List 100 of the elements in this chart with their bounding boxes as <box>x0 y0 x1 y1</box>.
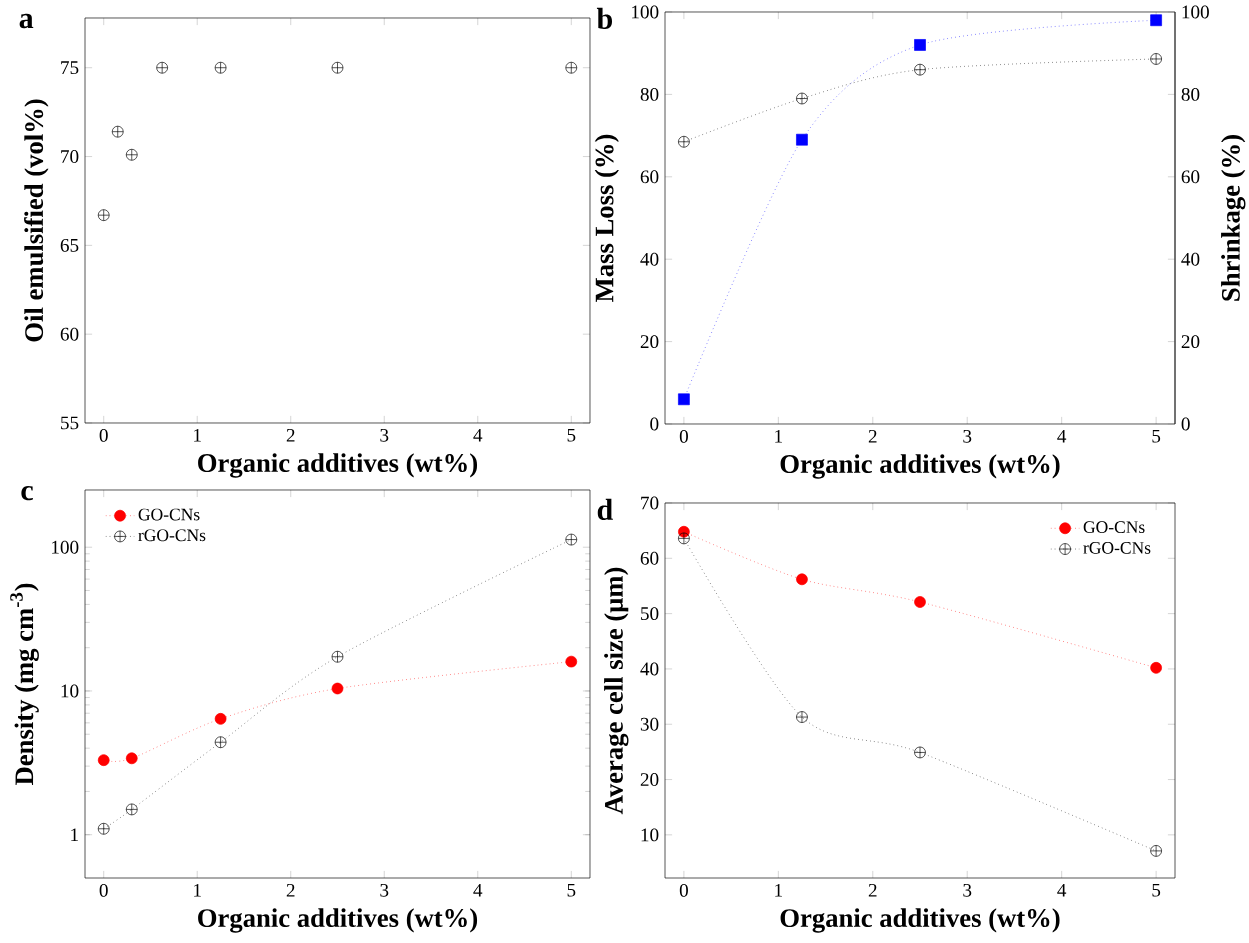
chart-title: a <box>19 13 34 29</box>
x-tick-label: 5 <box>1152 883 1161 897</box>
point <box>914 596 926 608</box>
x-tick-label: 1 <box>194 428 201 442</box>
point <box>156 61 168 74</box>
legend-label: rGO-CNs <box>1083 542 1151 554</box>
x-tick-label: 5 <box>567 883 576 897</box>
y-axis-title: Average cell size (μm) <box>604 567 629 815</box>
x-tick-label: 2 <box>286 428 295 442</box>
x-tick-label: 1 <box>194 883 201 897</box>
point <box>214 736 227 749</box>
legend-label: GO-CNs <box>138 508 200 521</box>
y-tick-label: 80 <box>640 87 659 101</box>
point <box>565 61 578 74</box>
y-tick-label: 1 <box>71 828 78 842</box>
point <box>565 533 578 546</box>
point <box>1150 661 1162 674</box>
point <box>214 713 227 725</box>
point <box>331 61 344 74</box>
y2-tick-label: 100 <box>1182 5 1209 19</box>
point <box>678 135 690 148</box>
y2-tick-label: 80 <box>1181 87 1200 101</box>
y-tick-label: 55 <box>61 416 79 430</box>
x-tick-label: 0 <box>679 429 688 443</box>
x-tick-label: 4 <box>1057 429 1067 443</box>
point <box>796 573 808 586</box>
x-tick-label: 1 <box>775 429 782 443</box>
x-tick-label: 2 <box>868 883 877 897</box>
point <box>331 650 344 663</box>
y-axis-title: Density (mg cm$^{-3}$) <box>10 583 39 786</box>
legend-label: rGO-CNs <box>138 529 206 542</box>
point <box>678 532 690 545</box>
point <box>97 754 110 767</box>
y-axis-title: Mass Loss (%) <box>594 134 619 302</box>
x-axis-title: Organic additives (wt%) <box>198 453 478 478</box>
x-tick-label: 0 <box>99 883 108 897</box>
y-tick-label: 50 <box>641 607 659 621</box>
point <box>678 393 690 406</box>
x-tick-label: 2 <box>286 883 295 897</box>
x-tick-label: 5 <box>567 428 576 442</box>
x-tick-label: 1 <box>775 883 782 897</box>
y-tick-label: 100 <box>52 540 79 554</box>
legend-label: GO-CNs <box>1083 521 1145 534</box>
y2-tick-label: 20 <box>1181 335 1200 349</box>
y-tick-label: 30 <box>640 717 659 731</box>
y-tick-label: 75 <box>61 61 79 75</box>
point <box>214 61 227 74</box>
y-tick-label: 60 <box>640 551 659 565</box>
y2-tick-label: 0 <box>1181 417 1190 431</box>
y-tick-label: 65 <box>60 238 79 252</box>
x-tick-label: 3 <box>380 883 389 897</box>
point <box>796 133 808 146</box>
y-tick-label: 10 <box>61 684 79 698</box>
y-tick-label: 40 <box>640 662 659 676</box>
y2-axis-title: Shrinkage (%) <box>1221 135 1246 301</box>
point <box>97 209 110 222</box>
point <box>796 92 808 105</box>
x-tick-label: 3 <box>380 428 389 442</box>
x-axis-title: Organic additives (wt%) <box>780 908 1060 933</box>
x-tick-label: 4 <box>473 883 483 897</box>
x-tick-label: 5 <box>1152 429 1161 443</box>
point <box>97 822 110 835</box>
chart-title: d <box>597 498 613 520</box>
chart-title: c <box>21 485 33 501</box>
y-axis-title: Oil emulsified (vol%) <box>24 99 49 342</box>
x-axis-title: Organic additives (wt%) <box>198 908 478 933</box>
point <box>1150 845 1162 857</box>
y-tick-label: 0 <box>650 417 659 431</box>
x-tick-label: 0 <box>679 883 688 897</box>
point <box>914 746 926 759</box>
x-tick-label: 2 <box>868 429 877 443</box>
x-tick-label: 4 <box>1057 883 1067 897</box>
y-tick-label: 100 <box>632 5 659 19</box>
point <box>1150 14 1162 27</box>
y-tick-label: 70 <box>641 496 659 510</box>
y2-tick-label: 40 <box>1181 252 1200 266</box>
y-tick-label: 60 <box>640 170 659 184</box>
point <box>125 752 138 765</box>
y-tick-label: 40 <box>640 252 659 266</box>
y2-tick-label: 60 <box>1181 170 1200 184</box>
y-tick-label: 70 <box>61 150 79 164</box>
x-axis-title: Organic additives (wt%) <box>780 454 1060 479</box>
x-tick-label: 0 <box>99 428 108 442</box>
x-tick-label: 4 <box>473 428 483 442</box>
point <box>331 682 344 695</box>
y-tick-label: 20 <box>640 773 659 787</box>
y-tick-label: 60 <box>60 327 79 341</box>
point <box>125 148 138 161</box>
point <box>111 125 124 138</box>
point <box>1150 53 1162 65</box>
point <box>914 63 926 76</box>
y-tick-label: 20 <box>640 335 659 349</box>
x-tick-label: 3 <box>963 429 972 443</box>
y-tick-label: 10 <box>641 828 659 842</box>
point <box>125 803 138 816</box>
chart-title: b <box>596 7 613 29</box>
point <box>914 39 926 51</box>
point <box>796 711 808 723</box>
point <box>565 655 578 668</box>
x-tick-label: 3 <box>963 883 972 897</box>
